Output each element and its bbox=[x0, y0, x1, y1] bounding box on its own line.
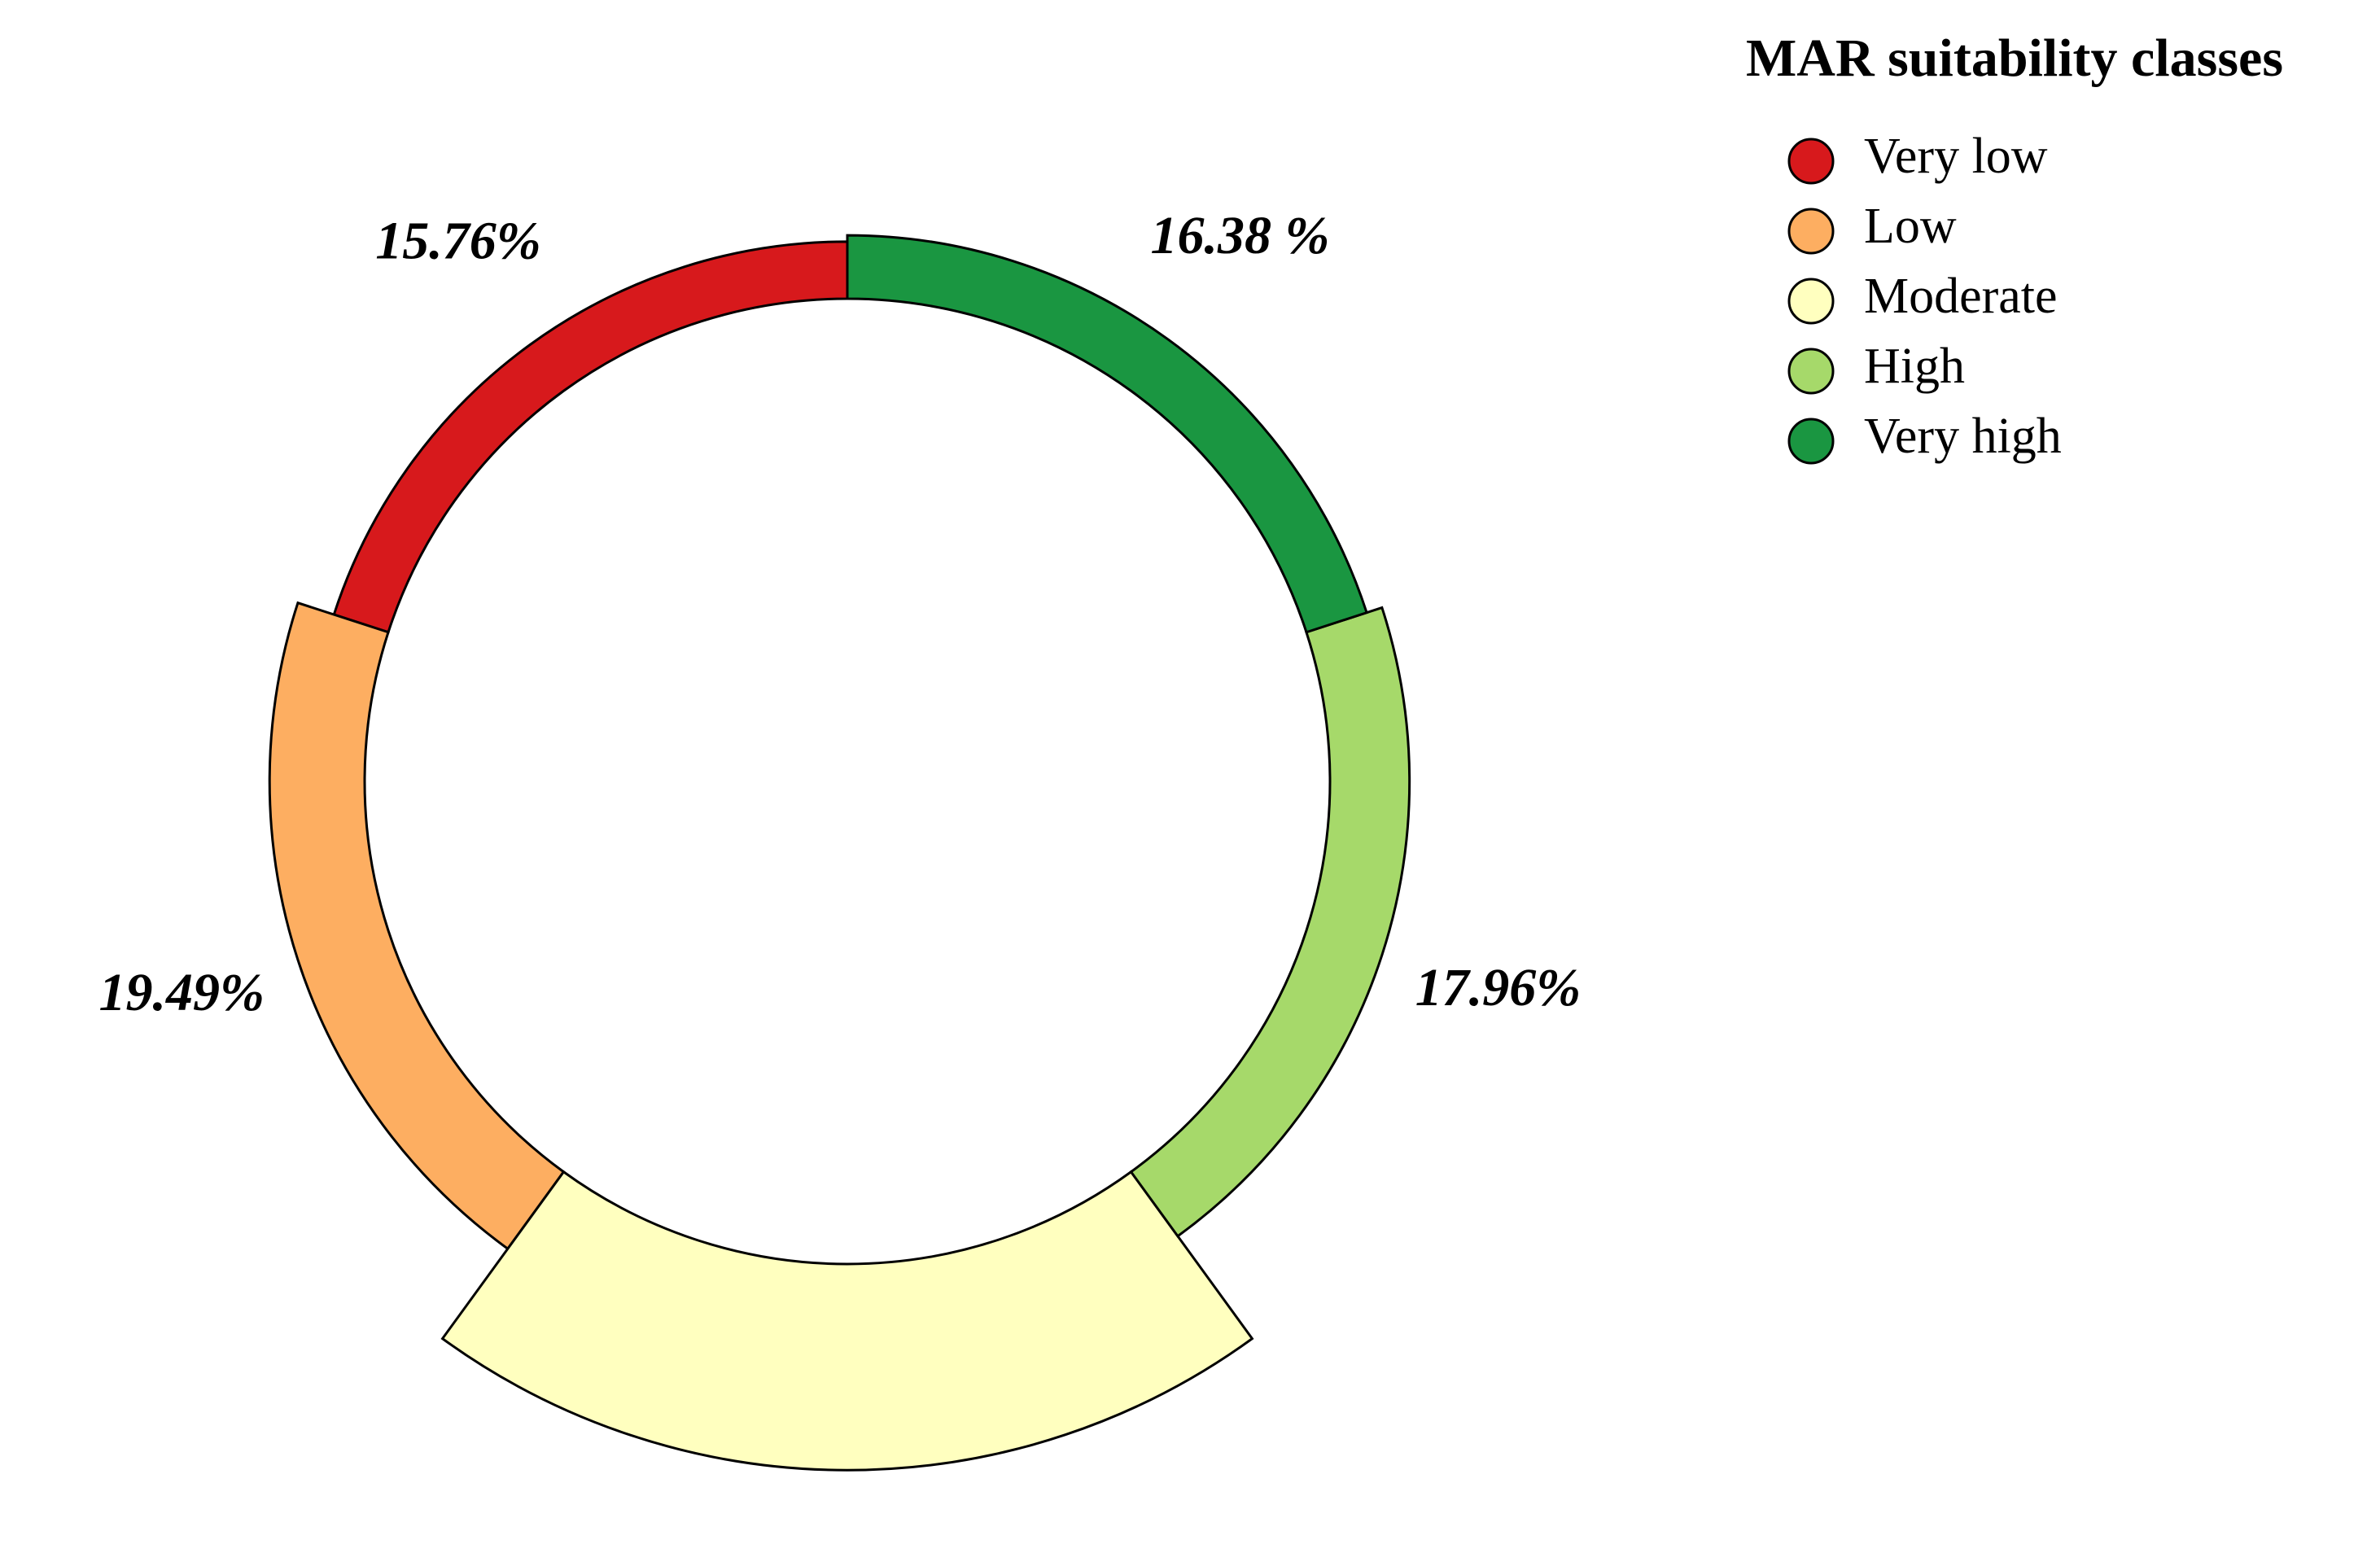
legend-swatch bbox=[1787, 348, 1835, 395]
value-label: 15.76% bbox=[375, 211, 540, 270]
legend-label: Low bbox=[1864, 199, 1957, 254]
segment bbox=[332, 240, 849, 634]
legend-label: Very low bbox=[1864, 129, 2048, 184]
segment bbox=[846, 234, 1368, 634]
value-label: 30.41% bbox=[763, 1557, 930, 1566]
segment bbox=[1129, 606, 1411, 1238]
value-label: 19.49% bbox=[99, 963, 265, 1022]
segment bbox=[268, 601, 566, 1251]
value-label: 16.38 % bbox=[1151, 206, 1330, 265]
legend-swatch bbox=[1787, 418, 1835, 465]
segment bbox=[440, 1170, 1254, 1472]
legend-title: MAR suitability classes bbox=[1746, 28, 2283, 88]
legend-label: Very high bbox=[1864, 409, 2062, 464]
legend-swatch bbox=[1787, 278, 1835, 325]
legend-swatch bbox=[1787, 208, 1835, 255]
legend-label: Moderate bbox=[1864, 269, 2058, 324]
value-label: 17.96% bbox=[1415, 958, 1581, 1017]
legend-label: High bbox=[1864, 339, 1965, 394]
legend-swatch bbox=[1787, 138, 1835, 185]
